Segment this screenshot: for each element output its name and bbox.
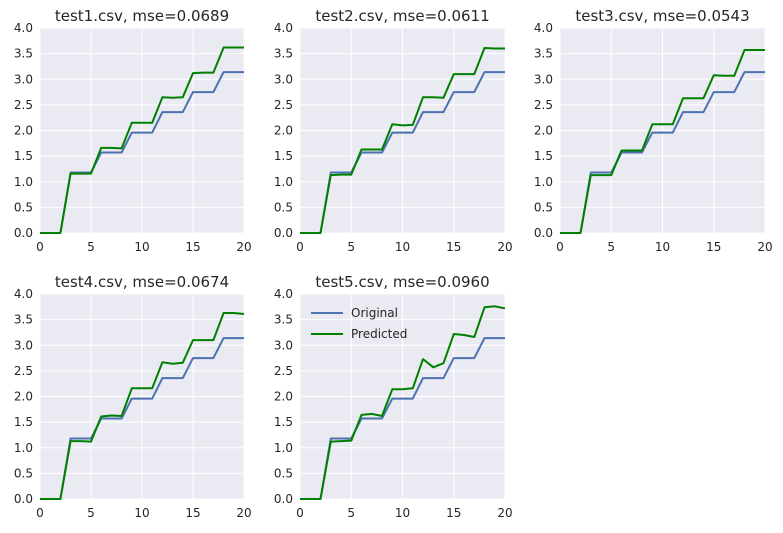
x-tick-label: 5: [347, 240, 355, 254]
original-line: [40, 71, 244, 234]
y-tick-label: 1.0: [14, 441, 33, 455]
y-tick-label: 1.0: [14, 175, 33, 189]
y-tick-label: 2.5: [14, 98, 33, 112]
subplot-title: test5.csv, mse=0.0960: [315, 273, 489, 291]
y-tick-label: 2.5: [274, 98, 293, 112]
x-tick-label: 5: [607, 240, 615, 254]
subplot-title: test4.csv, mse=0.0674: [55, 273, 229, 291]
y-tick-label: 0.0: [534, 226, 553, 240]
y-tick-label: 4.0: [274, 287, 293, 301]
y-tick-label: 3.5: [14, 47, 33, 61]
y-tick-label: 1.5: [14, 149, 33, 163]
x-tick-label: 10: [655, 240, 670, 254]
original-line: [300, 71, 505, 234]
subplot-1: 0 5 10 15 20 0.0 0.5 1.0 1.5 2.0 2.5 3.0 3.5 4.0 test1…: [14, 7, 252, 254]
y-tick-label: 3.5: [274, 47, 293, 61]
x-tick-label: 5: [87, 506, 95, 520]
y-tick-label: 3.0: [274, 338, 293, 352]
y-tick-label: 2.5: [274, 364, 293, 378]
x-tick-label: 0: [36, 240, 44, 254]
y-tick-label: 0.0: [14, 492, 33, 506]
x-tick-label: 15: [446, 240, 461, 254]
y-tick-label: 2.0: [14, 390, 33, 404]
subplot-title: test1.csv, mse=0.0689: [55, 7, 229, 25]
y-tick-label: 2.0: [14, 124, 33, 138]
y-tick-label: 2.5: [534, 98, 553, 112]
y-tick-label: 3.0: [534, 72, 553, 86]
x-tick-label: 15: [185, 506, 200, 520]
x-tick-label: 10: [395, 506, 410, 520]
y-tick-label: 2.0: [274, 124, 293, 138]
original-line: [300, 337, 505, 500]
x-tick-label: 5: [347, 506, 355, 520]
y-tick-label: 1.5: [14, 415, 33, 429]
y-tick-label: 0.0: [274, 492, 293, 506]
x-tick-label: 10: [134, 506, 149, 520]
y-tick-label: 4.0: [14, 287, 33, 301]
y-tick-label: 0.5: [14, 466, 33, 480]
y-tick-label: 0.5: [274, 466, 293, 480]
y-tick-label: 0.5: [534, 200, 553, 214]
x-tick-label: 15: [185, 240, 200, 254]
y-tick-label: 4.0: [274, 21, 293, 35]
y-tick-label: 4.0: [534, 21, 553, 35]
x-tick-label: 20: [236, 506, 251, 520]
y-tick-label: 0.5: [274, 200, 293, 214]
original-line: [40, 337, 244, 500]
y-tick-label: 2.5: [14, 364, 33, 378]
predicted-line: [300, 305, 506, 500]
y-tick-label: 3.0: [14, 338, 33, 352]
y-tick-label: 1.0: [274, 175, 293, 189]
predicted-line: [40, 312, 245, 500]
x-tick-label: 5: [87, 240, 95, 254]
predicted-line: [560, 49, 765, 234]
x-tick-label: 20: [497, 240, 512, 254]
y-tick-label: 3.0: [274, 72, 293, 86]
legend-label-original: Original: [351, 306, 398, 320]
y-tick-label: 1.5: [274, 415, 293, 429]
y-tick-label: 3.5: [534, 47, 553, 61]
y-tick-label: 0.5: [14, 200, 33, 214]
subplot-5: 0 5 10 15 20 0.0 0.5 1.0 1.5 2.0 2.5 3.0 3.5 4.0 test5…: [274, 273, 513, 520]
y-tick-label: 1.0: [534, 175, 553, 189]
y-tick-label: 3.5: [274, 313, 293, 327]
y-tick-label: 1.5: [534, 149, 553, 163]
x-tick-label: 0: [556, 240, 564, 254]
legend: Original Predicted: [311, 306, 407, 341]
subplot-title: test2.csv, mse=0.0611: [315, 7, 489, 25]
y-tick-label: 4.0: [14, 21, 33, 35]
legend-label-predicted: Predicted: [351, 327, 407, 341]
y-tick-label: 2.0: [534, 124, 553, 138]
x-tick-label: 15: [446, 506, 461, 520]
x-tick-label: 20: [757, 240, 772, 254]
x-tick-label: 15: [706, 240, 721, 254]
x-tick-label: 10: [395, 240, 410, 254]
subplot-4: 0 5 10 15 20 0.0 0.5 1.0 1.5 2.0 2.5 3.0 3.5 4.0 test4…: [14, 273, 252, 520]
x-tick-label: 20: [236, 240, 251, 254]
x-tick-label: 0: [36, 506, 44, 520]
x-tick-label: 0: [296, 506, 304, 520]
x-tick-label: 0: [296, 240, 304, 254]
y-tick-label: 3.0: [14, 72, 33, 86]
subplot-title: test3.csv, mse=0.0543: [575, 7, 749, 25]
y-tick-label: 3.5: [14, 313, 33, 327]
y-tick-label: 1.5: [274, 149, 293, 163]
y-tick-label: 0.0: [274, 226, 293, 240]
subplot-3: 0 5 10 15 20 0.0 0.5 1.0 1.5 2.0 2.5 3.0 3.5 4.0 test3…: [534, 7, 773, 254]
predicted-line: [300, 47, 505, 234]
y-tick-label: 0.0: [14, 226, 33, 240]
original-line: [560, 71, 765, 234]
subplot-2: 0 5 10 15 20 0.0 0.5 1.0 1.5 2.0 2.5 3.0 3.5 4.0 test2…: [274, 7, 513, 254]
y-tick-label: 1.0: [274, 441, 293, 455]
x-tick-label: 20: [497, 506, 512, 520]
x-tick-label: 10: [134, 240, 149, 254]
y-tick-label: 2.0: [274, 390, 293, 404]
predicted-line: [40, 46, 244, 234]
